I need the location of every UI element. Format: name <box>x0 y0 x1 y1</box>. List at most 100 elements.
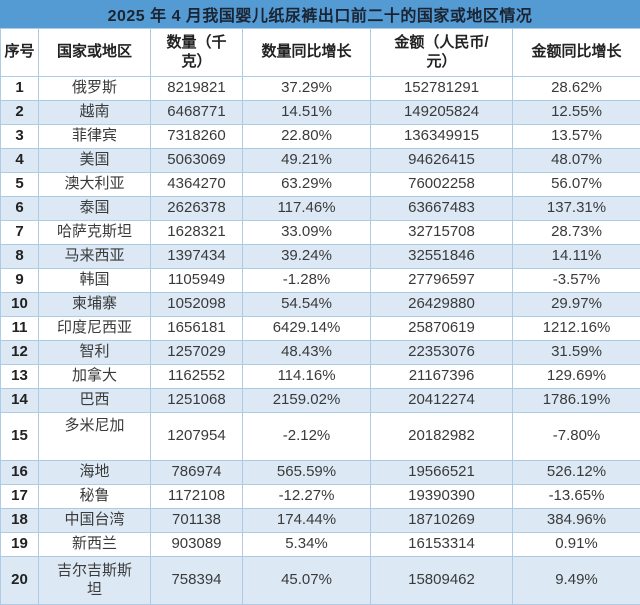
table-row: 17 秘鲁 1172108 -12.27% 19390390 -13.65% <box>0 484 640 509</box>
cell-country: 多米尼加 <box>38 412 151 461</box>
cell-amount: 32715708 <box>370 220 513 245</box>
cell-amount-text: 21167396 <box>408 367 475 385</box>
cell-quantity-yoy: -2.12% <box>242 412 371 461</box>
cell-country-text: 秘鲁 <box>79 487 110 505</box>
cell-quantity-text: 758394 <box>171 571 222 589</box>
cell-country-text: 多米尼加 <box>64 417 125 434</box>
cell-quantity-yoy-text: 6429.14% <box>272 319 341 337</box>
cell-rank-text: 9 <box>15 271 24 289</box>
cell-amount-yoy-text: 1212.16% <box>542 319 611 337</box>
cell-rank: 10 <box>0 292 39 317</box>
cell-amount: 26429880 <box>370 292 513 317</box>
cell-amount: 152781291 <box>370 76 513 101</box>
cell-amount-text: 32715708 <box>408 223 475 241</box>
cell-amount-yoy: 137.31% <box>512 196 640 221</box>
cell-quantity-text: 8219821 <box>167 79 226 97</box>
table-row: 13 加拿大 1162552 114.16% 21167396 129.69% <box>0 364 640 389</box>
table-row: 19 新西兰 903089 5.34% 16153314 0.91% <box>0 532 640 557</box>
cell-amount-yoy: 13.57% <box>512 124 640 149</box>
cell-rank: 6 <box>0 196 39 221</box>
cell-country: 泰国 <box>38 196 151 221</box>
cell-country: 加拿大 <box>38 364 151 389</box>
table-header: 序号 国家或地区 数量（千克） 数量同比增长 金额（人民币/元） 金额同比增长 <box>0 28 640 77</box>
cell-quantity-yoy: 565.59% <box>242 460 371 485</box>
table-row: 15 多米尼加 1207954 -2.12% 20182982 -7.80% <box>0 412 640 461</box>
cell-country: 美国 <box>38 148 151 173</box>
col-header-quantity: 数量（千克） <box>150 28 243 77</box>
cell-amount: 15809462 <box>370 556 513 605</box>
cell-country-text: 越南 <box>79 103 110 121</box>
cell-amount-text: 152781291 <box>403 79 480 97</box>
cell-rank: 2 <box>0 100 39 125</box>
col-header-amount-label: 金额（人民币/元） <box>394 33 489 70</box>
cell-amount: 22353076 <box>370 340 513 365</box>
cell-quantity-text: 903089 <box>171 535 222 553</box>
cell-quantity-text: 1628321 <box>167 223 226 241</box>
cell-rank-text: 15 <box>11 427 28 445</box>
cell-quantity-yoy: -12.27% <box>242 484 371 509</box>
export-table: 序号 国家或地区 数量（千克） 数量同比增长 金额（人民币/元） 金额同比增长 … <box>0 28 640 605</box>
cell-amount-yoy: 48.07% <box>512 148 640 173</box>
cell-rank: 3 <box>0 124 39 149</box>
cell-quantity-yoy: 45.07% <box>242 556 371 605</box>
cell-quantity-yoy-text: 174.44% <box>276 511 337 529</box>
cell-rank-text: 11 <box>11 319 28 337</box>
cell-country-text: 新西兰 <box>71 535 117 553</box>
cell-rank: 18 <box>0 508 39 533</box>
cell-quantity: 701138 <box>150 508 243 533</box>
col-header-amount-yoy: 金额同比增长 <box>512 28 640 77</box>
table-body: 1 俄罗斯 8219821 37.29% 152781291 28.62% 2 … <box>0 76 640 605</box>
cell-quantity-text: 1162552 <box>167 367 226 385</box>
cell-quantity-yoy-text: 114.16% <box>277 367 336 385</box>
cell-amount-yoy: 129.69% <box>512 364 640 389</box>
cell-country: 哈萨克斯坦 <box>38 220 151 245</box>
col-header-quantity-yoy-label: 数量同比增长 <box>261 43 352 61</box>
table-row: 4 美国 5063069 49.21% 94626415 48.07% <box>0 148 640 173</box>
cell-quantity-yoy: 39.24% <box>242 244 371 269</box>
cell-amount-yoy: 28.62% <box>512 76 640 101</box>
cell-amount-yoy: 28.73% <box>512 220 640 245</box>
cell-quantity-yoy: 114.16% <box>242 364 371 389</box>
cell-amount-text: 76002258 <box>408 175 475 193</box>
table-row: 1 俄罗斯 8219821 37.29% 152781291 28.62% <box>0 76 640 101</box>
cell-country: 海地 <box>38 460 151 485</box>
cell-rank-text: 3 <box>15 127 24 145</box>
cell-quantity-text: 5063069 <box>167 151 226 169</box>
cell-quantity-yoy-text: 22.80% <box>281 127 332 145</box>
cell-quantity: 1105949 <box>150 268 243 293</box>
cell-rank: 16 <box>0 460 39 485</box>
cell-amount-text: 26429880 <box>408 295 475 313</box>
cell-amount-yoy-text: 13.57% <box>551 127 602 145</box>
cell-amount-yoy: 56.07% <box>512 172 640 197</box>
cell-quantity: 4364270 <box>150 172 243 197</box>
table-title-text: 2025 年 4 月我国婴儿纸尿裤出口前二十的国家或地区情况 <box>107 8 533 25</box>
cell-quantity: 1397434 <box>150 244 243 269</box>
cell-quantity-yoy-text: -12.27% <box>278 487 335 505</box>
cell-quantity: 758394 <box>150 556 243 605</box>
cell-quantity-yoy: -1.28% <box>242 268 371 293</box>
cell-quantity: 903089 <box>150 532 243 557</box>
table-row: 16 海地 786974 565.59% 19566521 526.12% <box>0 460 640 485</box>
cell-country: 吉尔吉斯斯坦 <box>38 556 151 605</box>
cell-amount-text: 20182982 <box>408 427 475 445</box>
cell-amount-text: 15809462 <box>408 571 475 589</box>
cell-quantity-yoy-text: 39.24% <box>281 247 332 265</box>
cell-quantity-yoy-text: 37.29% <box>281 79 332 97</box>
cell-quantity-yoy: 33.09% <box>242 220 371 245</box>
cell-rank: 12 <box>0 340 39 365</box>
cell-country-text: 中国台湾 <box>64 511 125 529</box>
table-row: 9 韩国 1105949 -1.28% 27796597 -3.57% <box>0 268 640 293</box>
cell-amount: 20182982 <box>370 412 513 461</box>
cell-quantity: 1207954 <box>150 412 243 461</box>
cell-quantity-yoy: 48.43% <box>242 340 371 365</box>
table-row: 6 泰国 2626378 117.46% 63667483 137.31% <box>0 196 640 221</box>
cell-rank: 5 <box>0 172 39 197</box>
cell-country: 菲律宾 <box>38 124 151 149</box>
cell-quantity: 1251068 <box>150 388 243 413</box>
cell-country: 马来西亚 <box>38 244 151 269</box>
cell-country-text: 吉尔吉斯斯坦 <box>56 561 132 598</box>
cell-rank: 1 <box>0 76 39 101</box>
cell-amount-yoy-text: 384.96% <box>546 511 607 529</box>
cell-amount-text: 136349915 <box>403 127 480 145</box>
cell-quantity-yoy: 174.44% <box>242 508 371 533</box>
